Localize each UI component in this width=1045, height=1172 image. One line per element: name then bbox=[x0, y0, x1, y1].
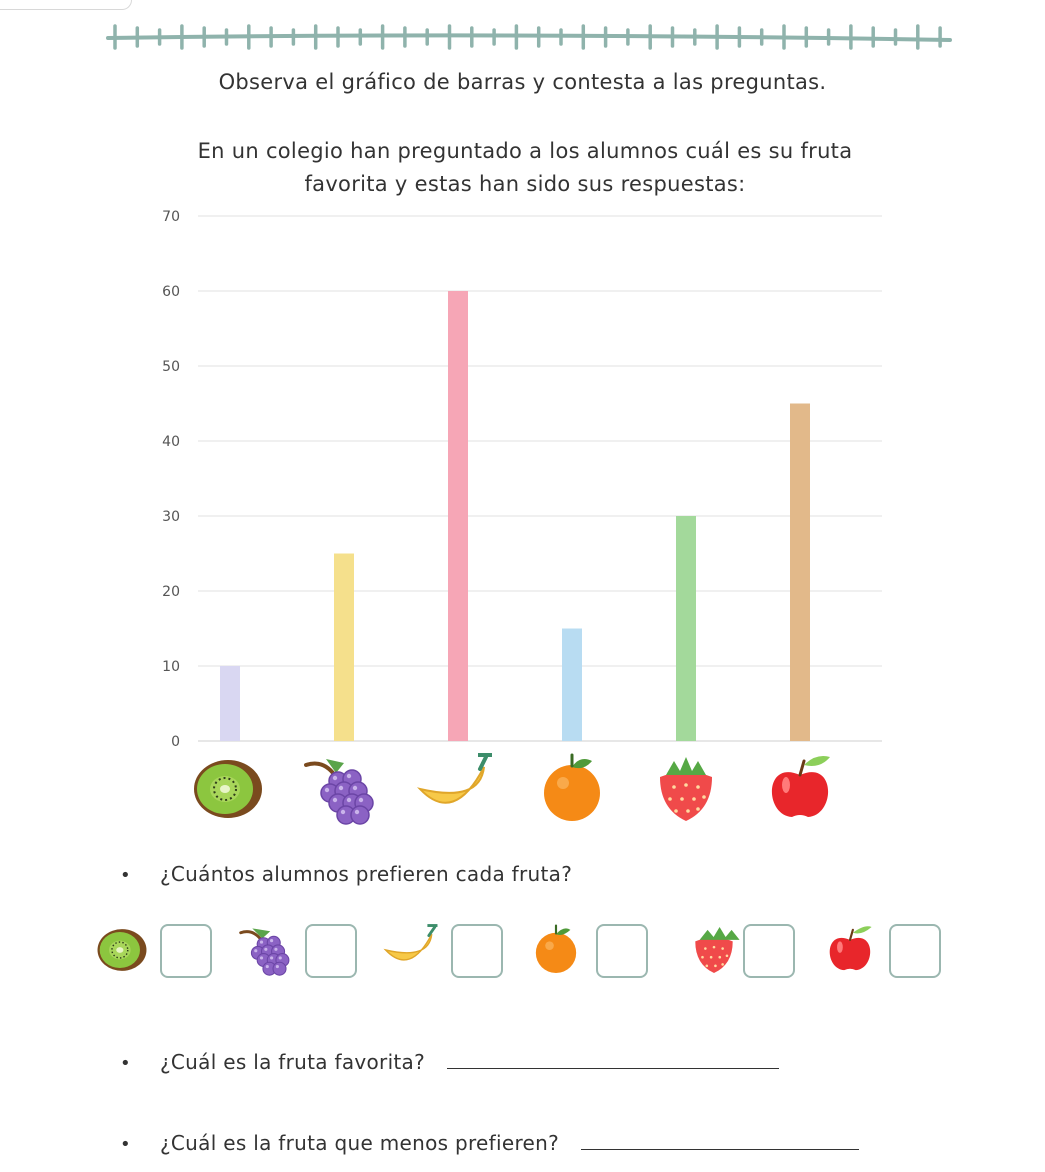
bar-banana bbox=[448, 291, 468, 741]
orange-icon bbox=[544, 753, 600, 821]
answer-line-3[interactable] bbox=[581, 1148, 860, 1150]
answer-box-apple[interactable] bbox=[889, 924, 941, 978]
answer-box-kiwi[interactable] bbox=[160, 924, 212, 978]
context-line-2: favorita y estas han sido sus respuestas… bbox=[304, 172, 746, 196]
y-tick-label: 40 bbox=[162, 434, 180, 450]
instruction-text: Observa el gráfico de barras y contesta … bbox=[218, 70, 827, 94]
y-tick-label: 10 bbox=[162, 659, 180, 675]
bullet: • bbox=[120, 865, 131, 886]
answer-box-orange[interactable] bbox=[596, 924, 648, 978]
grapes-icon bbox=[239, 928, 290, 976]
answer-box-strawberry[interactable] bbox=[743, 924, 795, 978]
bar-kiwi bbox=[220, 666, 240, 741]
kiwi-icon bbox=[194, 760, 262, 818]
bullet: • bbox=[120, 1134, 131, 1155]
y-tick-label: 0 bbox=[171, 734, 180, 750]
bar-grapes bbox=[334, 553, 354, 741]
answer-box-banana[interactable] bbox=[451, 924, 503, 978]
y-tick-label: 30 bbox=[162, 509, 180, 525]
y-tick-label: 50 bbox=[162, 359, 180, 375]
strawberry-icon bbox=[695, 926, 740, 974]
bar-strawberry bbox=[676, 516, 696, 741]
question-2: • ¿Cuál es la fruta favorita? bbox=[120, 1050, 780, 1074]
kiwi-icon bbox=[97, 929, 147, 971]
banana-icon bbox=[416, 753, 492, 804]
apple-icon bbox=[829, 926, 872, 971]
bar-chart: 0 10 20 30 40 50 60 70 bbox=[162, 209, 882, 825]
context-line-1: En un colegio han preguntado a los alumn… bbox=[197, 139, 853, 163]
answer-box-grapes[interactable] bbox=[305, 924, 357, 978]
apple-icon bbox=[771, 756, 830, 817]
y-tick-label: 70 bbox=[162, 209, 180, 225]
question-2-text: ¿Cuál es la fruta favorita? bbox=[160, 1050, 426, 1074]
bullet: • bbox=[120, 1053, 131, 1074]
bar-orange bbox=[562, 628, 582, 741]
question-3: • ¿Cuál es la fruta que menos prefieren? bbox=[120, 1131, 860, 1155]
y-tick-label: 60 bbox=[162, 284, 180, 300]
stitch-divider bbox=[106, 24, 952, 50]
grapes-icon bbox=[304, 759, 374, 825]
question-1: • ¿Cuántos alumnos prefieren cada fruta? bbox=[120, 862, 572, 886]
answer-line-2[interactable] bbox=[447, 1067, 780, 1069]
y-tick-label: 20 bbox=[162, 584, 180, 600]
banana-icon bbox=[383, 924, 438, 961]
question-3-text: ¿Cuál es la fruta que menos prefieren? bbox=[160, 1131, 560, 1155]
strawberry-icon bbox=[660, 757, 712, 821]
question-1-text: ¿Cuántos alumnos prefieren cada fruta? bbox=[160, 862, 573, 886]
context-text: En un colegio han preguntado a los alumn… bbox=[140, 135, 910, 201]
bar-apple bbox=[790, 403, 810, 741]
orange-icon bbox=[535, 924, 577, 974]
